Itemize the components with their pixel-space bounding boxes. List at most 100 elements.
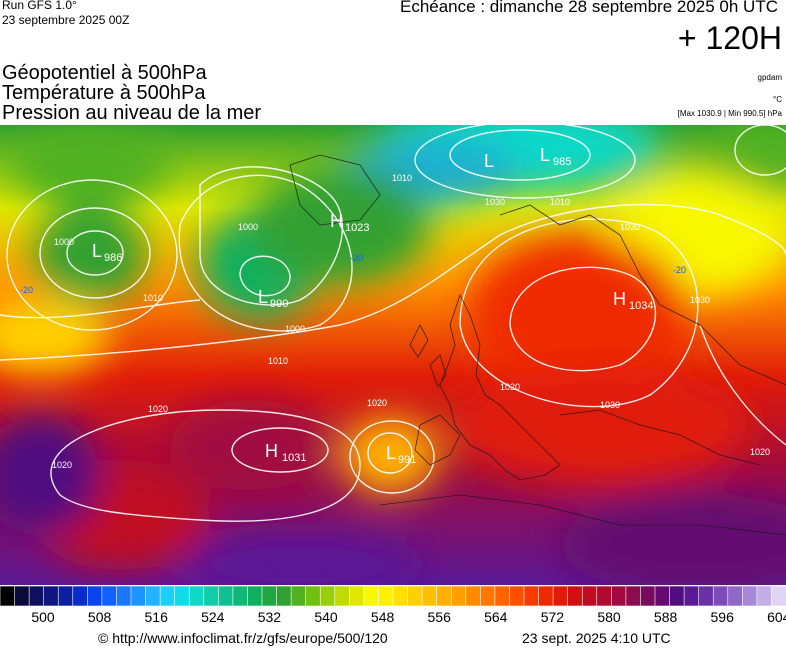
legend-swatch	[552, 586, 569, 606]
legend-tick-label: 532	[257, 609, 282, 625]
pressure-center-value: 1031	[282, 452, 306, 464]
legend-swatch	[305, 586, 322, 606]
legend-swatch	[421, 586, 438, 606]
pressure-center-value: 990	[270, 298, 288, 310]
pressure-center-letter: H	[330, 211, 343, 231]
run-date: 23 septembre 2025 00Z	[2, 13, 130, 27]
isobar-label: 1030	[690, 295, 710, 305]
legend-swatch	[698, 586, 715, 606]
pressure-center-letter: L	[92, 241, 102, 261]
legend-swatch	[596, 586, 613, 606]
legend-swatch	[407, 586, 423, 606]
parameter-temperature: Température à 500hPa	[2, 82, 206, 104]
forecast-valid-time: Echéance : dimanche 28 septembre 2025 0h…	[399, 0, 778, 16]
legend-swatch	[319, 586, 336, 606]
legend-tick-label: 604	[767, 609, 786, 625]
isobar-label: 1020	[148, 404, 168, 414]
legend-swatch	[87, 586, 103, 606]
legend-swatch	[188, 586, 205, 606]
legend-swatch	[145, 586, 161, 606]
isobar-label: 1020	[500, 382, 520, 392]
pressure-center-value: 991	[398, 454, 416, 466]
legend-tick-label: 524	[201, 609, 225, 625]
pressure-center-letter: L	[386, 443, 396, 463]
isobar-label: 1010	[392, 173, 412, 183]
legend-swatch	[174, 586, 191, 606]
legend-swatch	[72, 586, 89, 606]
legend-swatch	[669, 586, 685, 606]
pressure-center-letter: L	[484, 151, 494, 171]
legend-swatch	[116, 586, 132, 606]
legend-swatch	[509, 586, 525, 606]
legend-swatch	[203, 586, 220, 606]
pressure-center-value: 985	[553, 156, 571, 168]
legend-tick-label: 548	[370, 609, 395, 625]
pressure-center-value: 1023	[345, 222, 369, 234]
pressure-center-letter: L	[540, 145, 550, 165]
legend-swatch	[232, 586, 249, 606]
temperature-label: -20	[673, 265, 686, 275]
legend-swatch	[611, 586, 627, 606]
temperature-label: -20	[350, 253, 363, 263]
isobar-label: 1030	[485, 197, 505, 207]
legend-swatch	[567, 586, 584, 606]
legend-tick-label: 556	[427, 609, 451, 625]
temperature-label: -20	[20, 285, 33, 295]
legend-swatch	[480, 586, 496, 606]
copyright-url: © http://www.infoclimat.fr/z/gfs/europe/…	[98, 630, 388, 646]
legend-swatch	[392, 586, 409, 606]
legend-swatch	[756, 586, 773, 606]
legend-swatch	[363, 586, 380, 606]
legend-tick-label: 572	[540, 609, 565, 625]
legend-swatch	[14, 586, 30, 606]
legend-swatch	[712, 586, 729, 606]
legend-swatch	[494, 586, 511, 606]
parameter-pressure: Pression au niveau de la mer	[2, 102, 262, 124]
isobar-label: 1000	[238, 222, 258, 232]
legend-swatch	[130, 586, 147, 606]
legend-swatch	[640, 586, 656, 606]
legend-swatch	[0, 586, 16, 606]
isobar-label: 1010	[550, 197, 570, 207]
isobar-label: 1000	[54, 237, 74, 247]
legend-tick-label: 564	[484, 609, 508, 625]
pressure-center-letter: L	[258, 287, 268, 307]
legend-swatch	[378, 586, 394, 606]
isobar-label: 1030	[600, 400, 620, 410]
legend-swatch	[727, 586, 744, 606]
legend-swatch	[436, 586, 453, 606]
legend-tick-label: 588	[653, 609, 678, 625]
isobar-label: 1010	[143, 293, 163, 303]
pressure-center-letter: H	[265, 441, 278, 461]
legend-swatch	[450, 586, 467, 606]
legend-tick-label: 580	[597, 609, 621, 625]
legend-swatch	[43, 586, 60, 606]
legend-swatch	[654, 586, 671, 606]
pressure-center-letter: H	[613, 289, 626, 309]
generation-timestamp: 23 sept. 2025 4:10 UTC	[522, 630, 671, 646]
legend-swatch	[523, 586, 540, 606]
pressure-center-value: 1034	[629, 300, 653, 312]
unit-pressure-range: [Max 1030.9 | Min 990.5] hPa	[677, 109, 782, 118]
legend-swatch	[28, 586, 45, 606]
parameter-geopotential: Géopotentiel à 500hPa	[2, 62, 207, 84]
forecast-horizon: + 120H	[677, 20, 782, 56]
isobar-label: 1030	[620, 222, 640, 232]
legend-swatch	[683, 586, 700, 606]
legend-swatch	[57, 586, 74, 606]
legend-tick-label: 596	[710, 609, 734, 625]
legend-swatch	[581, 586, 598, 606]
legend-tick-label: 516	[144, 609, 168, 625]
legend-swatch	[261, 586, 278, 606]
legend-swatch	[334, 586, 351, 606]
legend-tick-label: 508	[87, 609, 112, 625]
legend-swatch	[465, 586, 482, 606]
legend-swatch	[101, 586, 118, 606]
legend-swatch	[218, 586, 234, 606]
isobar-label: 1020	[52, 460, 72, 470]
legend-swatch	[159, 586, 176, 606]
legend-tick-label: 540	[314, 609, 338, 625]
pressure-center-value: 986	[104, 252, 122, 264]
isobar-label: 1010	[268, 356, 288, 366]
isobar-label: 1020	[750, 447, 770, 457]
